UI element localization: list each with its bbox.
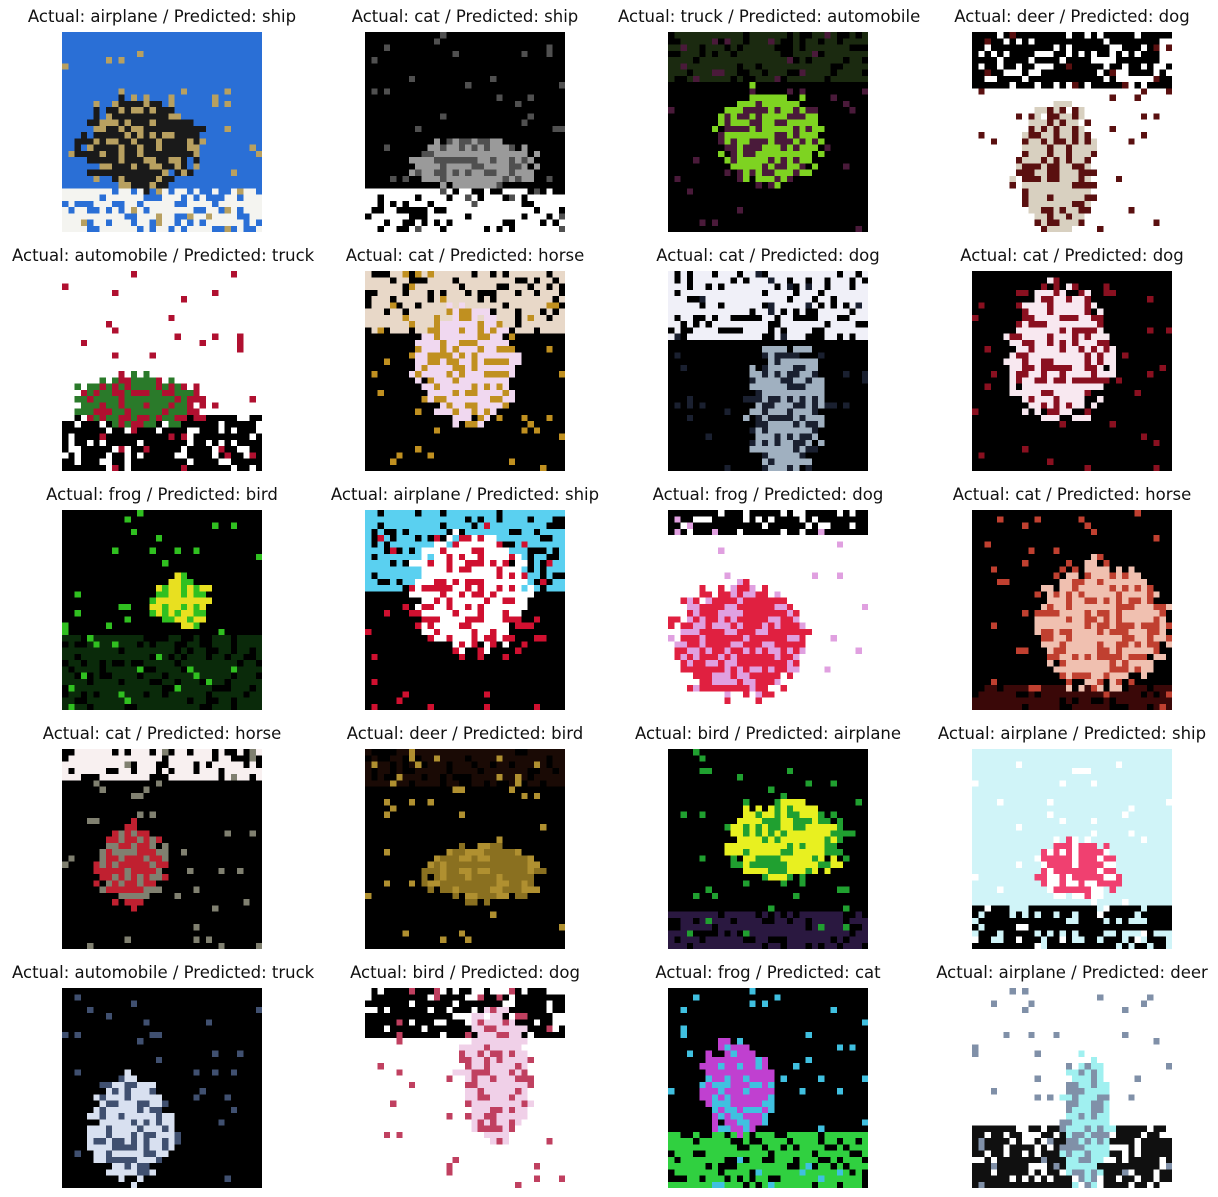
prediction-panel: Actual: frog / Predicted: cat: [618, 962, 918, 1188]
prediction-panel: Actual: cat / Predicted: dog: [922, 245, 1218, 471]
prediction-panel: Actual: cat / Predicted: horse: [12, 723, 312, 949]
sample-image: [668, 749, 868, 949]
sample-image: [972, 749, 1172, 949]
prediction-panel: Actual: frog / Predicted: dog: [618, 484, 918, 710]
prediction-panel: Actual: cat / Predicted: dog: [618, 245, 918, 471]
panel-title: Actual: cat / Predicted: horse: [952, 485, 1192, 504]
sample-image: [668, 32, 868, 232]
sample-image: [668, 988, 868, 1188]
panel-title: Actual: automobile / Predicted: truck: [12, 246, 315, 265]
panel-title: Actual: deer / Predicted: bird: [346, 724, 584, 743]
panel-title: Actual: airplane / Predicted: ship: [330, 485, 600, 504]
sample-image: [62, 510, 262, 710]
prediction-panel: Actual: cat / Predicted: horse: [922, 484, 1218, 710]
sample-image: [972, 32, 1172, 232]
sample-image: [668, 271, 868, 471]
panel-title: Actual: frog / Predicted: cat: [655, 963, 881, 982]
prediction-panel: Actual: automobile / Predicted: truck: [12, 245, 315, 471]
sample-image: [365, 749, 565, 949]
panel-title: Actual: cat / Predicted: dog: [960, 246, 1184, 265]
panel-title: Actual: frog / Predicted: dog: [652, 485, 884, 504]
prediction-panel: Actual: bird / Predicted: airplane: [618, 723, 918, 949]
sample-image: [62, 749, 262, 949]
sample-image: [972, 271, 1172, 471]
panel-title: Actual: airplane / Predicted: ship: [937, 724, 1207, 743]
sample-image: [365, 510, 565, 710]
panel-title: Actual: cat / Predicted: ship: [351, 7, 579, 26]
sample-image: [62, 988, 262, 1188]
sample-image: [365, 271, 565, 471]
prediction-panel: Actual: airplane / Predicted: ship: [922, 723, 1218, 949]
sample-image: [365, 988, 565, 1188]
sample-image: [668, 510, 868, 710]
sample-image: [62, 271, 262, 471]
panel-title: Actual: bird / Predicted: dog: [350, 963, 580, 982]
panel-title: Actual: bird / Predicted: airplane: [634, 724, 902, 743]
panel-title: Actual: deer / Predicted: dog: [954, 7, 1190, 26]
panel-title: Actual: cat / Predicted: dog: [656, 246, 880, 265]
prediction-panel: Actual: cat / Predicted: horse: [315, 245, 615, 471]
sample-image: [972, 510, 1172, 710]
prediction-panel: Actual: cat / Predicted: ship: [315, 6, 615, 232]
panel-title: Actual: airplane / Predicted: deer: [936, 963, 1208, 982]
prediction-panel: Actual: automobile / Predicted: truck: [12, 962, 315, 1188]
prediction-panel: Actual: airplane / Predicted: deer: [922, 962, 1218, 1188]
prediction-panel: Actual: bird / Predicted: dog: [315, 962, 615, 1188]
panel-title: Actual: cat / Predicted: horse: [345, 246, 585, 265]
prediction-panel: Actual: frog / Predicted: bird: [12, 484, 312, 710]
panel-title: Actual: frog / Predicted: bird: [46, 485, 278, 504]
prediction-panel: Actual: truck / Predicted: automobile: [618, 6, 921, 232]
panel-title: Actual: automobile / Predicted: truck: [12, 963, 315, 982]
prediction-panel: Actual: deer / Predicted: bird: [315, 723, 615, 949]
sample-image: [365, 32, 565, 232]
panel-title: Actual: truck / Predicted: automobile: [618, 7, 921, 26]
prediction-panel: Actual: airplane / Predicted: ship: [315, 484, 615, 710]
panel-title: Actual: airplane / Predicted: ship: [27, 7, 297, 26]
prediction-panel: Actual: deer / Predicted: dog: [922, 6, 1218, 232]
panel-title: Actual: cat / Predicted: horse: [42, 724, 282, 743]
sample-image: [62, 32, 262, 232]
prediction-panel: Actual: airplane / Predicted: ship: [12, 6, 312, 232]
sample-image: [972, 988, 1172, 1188]
